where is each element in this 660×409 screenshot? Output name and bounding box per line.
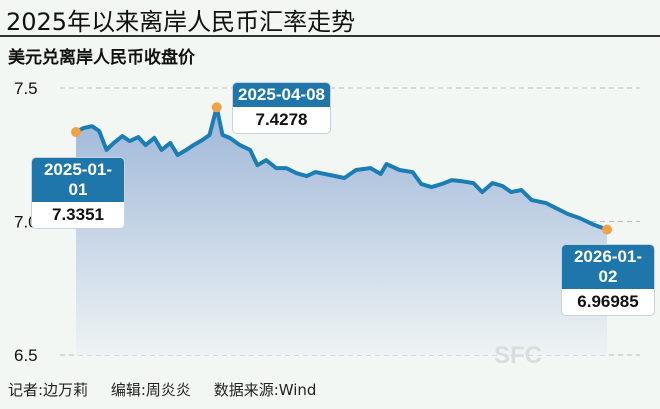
page-title: 2025年以来离岸人民币汇率走势 (6, 8, 356, 36)
callout-start: 2025-01-01 7.3351 (32, 158, 124, 228)
sfc-watermark-logo: SFC (494, 342, 542, 369)
series-line (75, 105, 608, 232)
callout-date: 2025-01-01 (32, 158, 124, 202)
highlight-marker (602, 224, 612, 235)
footer: 记者:边万莉 编辑:周炎炎 数据来源:Wind (8, 379, 334, 400)
callout-value: 7.3351 (32, 202, 124, 228)
y-tick-label: 7.0 (14, 213, 38, 232)
title-divider (0, 35, 660, 37)
callout-date: 2026-01-02 (562, 245, 654, 289)
callout-date: 2025-04-08 (233, 83, 330, 107)
editor-credit: 编辑:周炎炎 (110, 381, 191, 399)
highlight-marker (71, 127, 81, 138)
reporter-credit: 记者:边万莉 (8, 381, 89, 399)
callout-end: 2026-01-02 6.96985 (562, 245, 654, 315)
callout-value: 7.4278 (233, 107, 330, 133)
area-fill (76, 107, 607, 355)
callout-value: 6.96985 (562, 289, 654, 315)
y-tick-label: 7.5 (14, 79, 38, 98)
y-tick-label: 6.5 (14, 346, 38, 365)
chart-title: 美元兑离岸人民币收盘价 (8, 48, 195, 68)
callout-peak: 2025-04-08 7.4278 (233, 83, 330, 133)
data-source: 数据来源:Wind (213, 381, 317, 399)
highlight-marker (211, 102, 222, 113)
